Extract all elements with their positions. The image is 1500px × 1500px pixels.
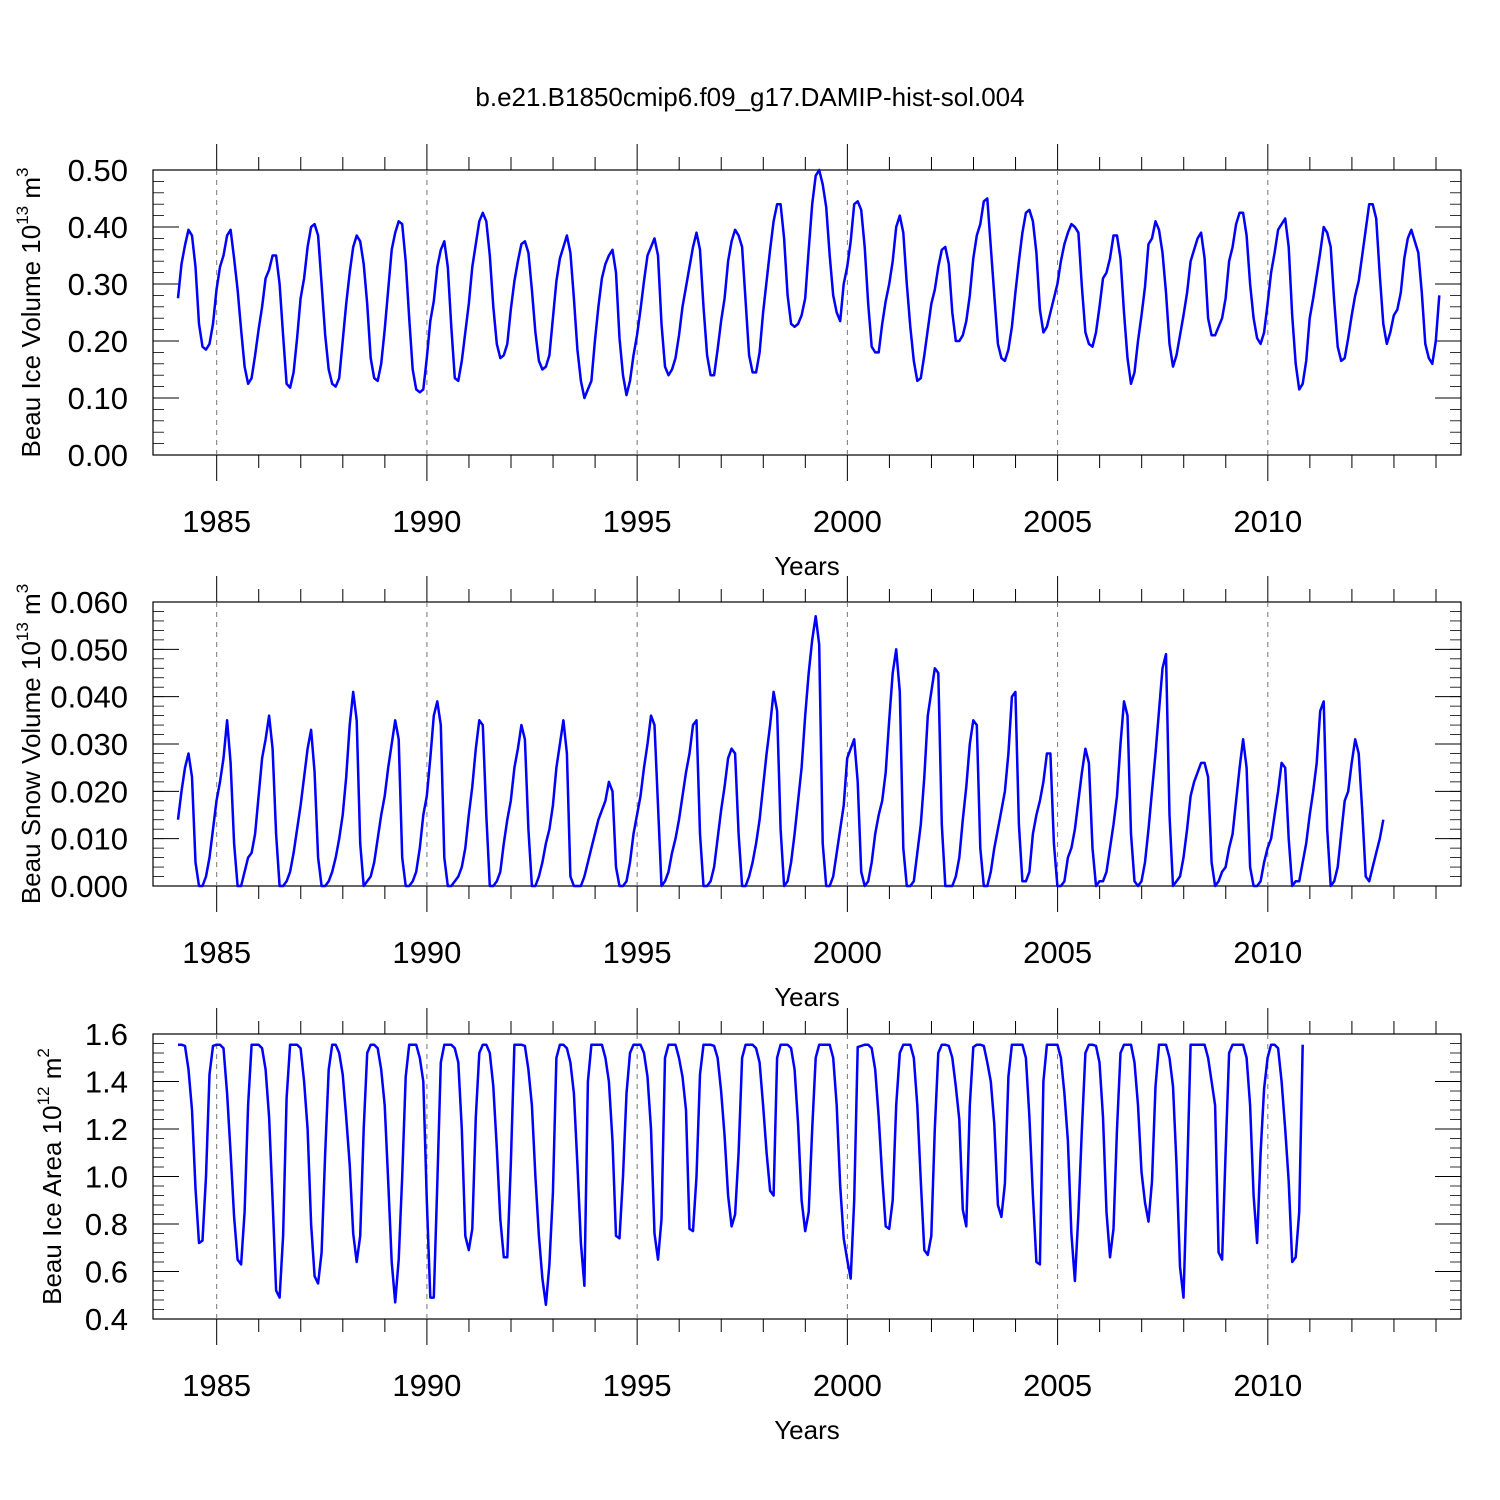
x-tick-label: 1985 xyxy=(182,504,251,539)
y-axis-title: Beau Ice Area 1012 m2 xyxy=(34,1048,67,1305)
x-tick-label: 1990 xyxy=(392,504,461,539)
x-tick-label: 2005 xyxy=(1023,504,1092,539)
y-axis-title-exponent: 3 xyxy=(13,168,32,177)
plot-frame xyxy=(152,169,1462,456)
x-tick-label: 1985 xyxy=(182,1368,251,1403)
y-tick-label: 0.30 xyxy=(68,267,128,302)
y-tick-label: 0.00 xyxy=(68,438,128,473)
y-tick-label: 0.8 xyxy=(85,1207,128,1242)
y-tick-label: 1.6 xyxy=(85,1017,128,1052)
x-tick-label: 1990 xyxy=(392,1368,461,1403)
x-axis-title: Years xyxy=(774,1415,840,1445)
snow-volume-chart: 1985 1990 1995 2000 2005 2010 0.000 0.010 0.020 0… xyxy=(13,576,1462,1012)
y-tick-label: 0.40 xyxy=(68,210,128,245)
y-tick-label: 0.50 xyxy=(68,153,128,188)
y-tick-label: 0.010 xyxy=(50,822,128,857)
x-tick-label: 2000 xyxy=(813,935,882,970)
x-tick-label: 2000 xyxy=(813,1368,882,1403)
y-axis-title: Beau Snow Volume 1013 m3 xyxy=(13,584,46,904)
series-line xyxy=(176,168,1441,400)
x-tick-label: 2010 xyxy=(1233,935,1302,970)
y-tick-label: 0.020 xyxy=(50,774,128,809)
y-tick-label: 0.20 xyxy=(68,324,128,359)
y-tick-label: 0.6 xyxy=(85,1255,128,1290)
x-axis-title: Years xyxy=(774,551,840,581)
y-axis-title-text: Beau Ice Area 10 xyxy=(37,1105,67,1304)
y-tick-label: 0.060 xyxy=(50,585,128,620)
y-axis-title-text: Beau Ice Volume 10 xyxy=(16,225,46,458)
y-tick-label: 0.4 xyxy=(85,1302,128,1337)
y-axis-title-exponent: 3 xyxy=(13,584,32,593)
series-line xyxy=(178,1043,1304,1307)
y-axis-title-exponent: 2 xyxy=(34,1048,53,1057)
x-tick-label: 1985 xyxy=(182,935,251,970)
y-axis-title: Beau Ice Volume 1013 m3 xyxy=(13,168,46,458)
y-tick-label: 0.050 xyxy=(50,632,128,667)
y-tick-label: 0.10 xyxy=(68,381,128,416)
y-axis-title-exponent: 12 xyxy=(34,1086,53,1105)
y-axis-title-text: m xyxy=(16,593,46,622)
series-line xyxy=(176,614,1385,888)
ice-volume-chart: 1985 1990 1995 2000 2005 2010 0.00 0.10 0.20 0.30… xyxy=(13,144,1462,581)
x-tick-label: 2010 xyxy=(1233,1368,1302,1403)
x-tick-label: 2000 xyxy=(813,504,882,539)
x-tick-label: 1995 xyxy=(603,1368,672,1403)
ice-area-chart: 1985 1990 1995 2000 2005 2010 0.4 0.6 0.8 1.0 1.2 1… xyxy=(34,1008,1462,1445)
y-tick-label: 1.0 xyxy=(85,1160,128,1195)
x-tick-label: 2010 xyxy=(1233,504,1302,539)
y-tick-label: 1.4 xyxy=(85,1065,128,1100)
x-tick-label: 1995 xyxy=(603,935,672,970)
y-axis-title-exponent: 13 xyxy=(13,622,32,641)
x-tick-label: 2005 xyxy=(1023,1368,1092,1403)
y-tick-label: 1.2 xyxy=(85,1112,128,1147)
x-tick-label: 2005 xyxy=(1023,935,1092,970)
x-tick-label: 1990 xyxy=(392,935,461,970)
x-axis-title: Years xyxy=(774,982,840,1012)
y-axis-title-exponent: 13 xyxy=(13,206,32,225)
y-axis-title-text: Beau Snow Volume 10 xyxy=(16,641,46,904)
figure-title: b.e21.B1850cmip6.f09_g17.DAMIP-hist-sol.… xyxy=(475,82,1024,112)
y-axis-title-text: m xyxy=(37,1058,67,1087)
y-tick-label: 0.040 xyxy=(50,680,128,715)
y-axis-title-text: m xyxy=(16,177,46,206)
x-tick-label: 1995 xyxy=(603,504,672,539)
y-tick-label: 0.030 xyxy=(50,727,128,762)
y-tick-label: 0.000 xyxy=(50,869,128,904)
